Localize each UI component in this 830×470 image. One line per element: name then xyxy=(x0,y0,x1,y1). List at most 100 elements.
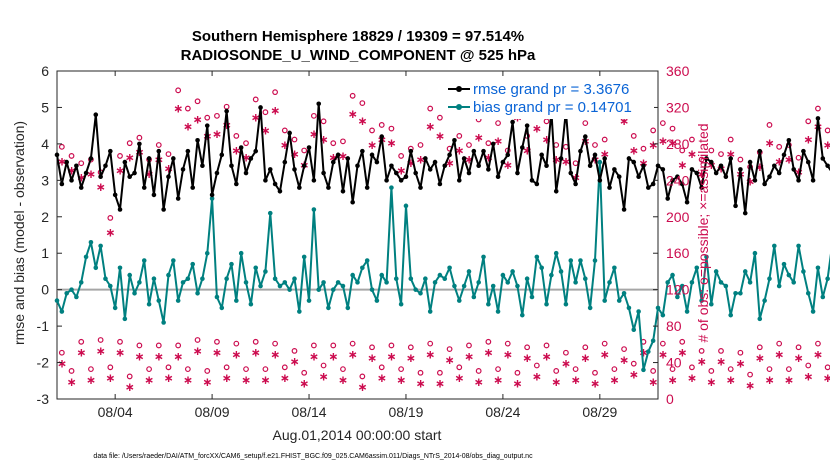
rmse-point xyxy=(704,156,709,161)
rmse-point xyxy=(694,170,700,176)
bias-point xyxy=(161,320,166,325)
obs-possible-point xyxy=(310,342,317,349)
obs-possible-point xyxy=(252,96,259,103)
rmse-point xyxy=(820,156,826,161)
rmse-point xyxy=(403,174,409,179)
rmse-point xyxy=(141,185,147,190)
rmse-point xyxy=(646,185,651,190)
bias-point xyxy=(297,309,302,314)
obs-possible-point xyxy=(146,366,152,373)
rmse-point xyxy=(510,119,515,125)
obs-assimilated-point: ∗ xyxy=(697,355,707,369)
obs-assimilated-point: ∗ xyxy=(328,151,338,165)
rmse-point xyxy=(767,174,772,179)
obs-possible-point xyxy=(214,112,220,119)
bias-point xyxy=(704,254,709,260)
obs-possible-point xyxy=(88,366,94,373)
obs-assimilated-point: ∗ xyxy=(338,373,348,387)
obs-assimilated-point: ∗ xyxy=(551,375,561,389)
rmse-point xyxy=(326,185,331,190)
bias-point xyxy=(59,309,65,314)
rmse-point xyxy=(471,148,477,154)
legend-rmse-label: rmse grand pr = 3.3676 xyxy=(473,81,629,98)
bias-point xyxy=(519,312,525,318)
rmse-point xyxy=(258,105,263,110)
obs-possible-point xyxy=(718,348,724,354)
rmse-point xyxy=(340,188,346,194)
bias-point xyxy=(456,298,462,303)
bias-point xyxy=(699,298,704,303)
bias-point xyxy=(616,298,622,303)
obs-possible-point xyxy=(485,338,492,345)
obs-assimilated-point: ∗ xyxy=(86,167,96,181)
obs-assimilated-point: ∗ xyxy=(794,351,804,365)
obs-assimilated-point: ∗ xyxy=(435,377,445,391)
x-tick-label: 08/09 xyxy=(195,404,230,420)
obs-possible-point xyxy=(436,114,443,121)
legend-rmse-marker xyxy=(456,86,462,92)
obs-assimilated-point: ∗ xyxy=(280,138,290,152)
y-tick-label: -2 xyxy=(37,355,50,371)
obs-assimilated-point: ∗ xyxy=(67,375,77,389)
rmse-point xyxy=(384,178,389,183)
bias-point xyxy=(558,269,564,274)
rmse-point xyxy=(805,159,811,165)
obs-assimilated-point: ∗ xyxy=(289,355,299,369)
rmse-point xyxy=(670,178,675,183)
obs-assimilated-point: ∗ xyxy=(445,353,455,367)
obs-assimilated-point: ∗ xyxy=(270,103,280,117)
bias-point xyxy=(510,269,515,274)
bias-point xyxy=(713,269,719,274)
obs-assimilated-point: ∗ xyxy=(251,346,261,360)
y2-axis-label: # of obs: o=possible; ×=assimilated xyxy=(695,123,711,342)
bias-point xyxy=(481,254,486,260)
bias-point xyxy=(679,283,685,289)
rmse-point xyxy=(495,174,501,179)
bias-point xyxy=(495,309,501,314)
bias-point xyxy=(631,327,637,333)
rmse-point xyxy=(699,185,704,190)
obs-possible-point xyxy=(291,136,298,143)
chart-subtitle: RADIOSONDE_U_WIND_COMPONENT @ 525 hPa xyxy=(181,47,536,64)
bias-point xyxy=(524,276,530,282)
bias-point xyxy=(694,265,700,271)
obs-possible-point xyxy=(514,369,521,376)
obs-possible-point xyxy=(243,140,249,147)
y2-tick-label: 320 xyxy=(666,99,690,115)
bias-point xyxy=(709,301,714,307)
obs-assimilated-point: ∗ xyxy=(503,347,513,361)
obs-possible-point xyxy=(68,153,75,159)
obs-possible-point xyxy=(737,349,744,356)
obs-assimilated-point: ∗ xyxy=(76,346,86,360)
bias-point xyxy=(427,309,433,314)
bias-line xyxy=(56,161,830,371)
bias-point xyxy=(776,283,782,289)
obs-assimilated-point: ∗ xyxy=(668,136,678,150)
obs-assimilated-point: ∗ xyxy=(386,349,396,363)
rmse-point xyxy=(786,137,792,143)
bias-point xyxy=(553,250,559,256)
obs-assimilated-point: ∗ xyxy=(638,346,648,360)
rmse-point xyxy=(553,188,559,194)
rmse-point xyxy=(689,167,695,172)
obs-assimilated-point: ∗ xyxy=(57,357,67,371)
bias-point xyxy=(413,287,418,292)
rmse-point xyxy=(626,156,632,161)
obs-assimilated-point: ∗ xyxy=(483,346,493,360)
rmse-point xyxy=(209,192,215,198)
rmse-point xyxy=(452,137,457,143)
obs-assimilated-point: ∗ xyxy=(648,138,658,152)
obs-assimilated-point: ∗ xyxy=(755,351,765,365)
bias-point xyxy=(442,276,448,282)
rmse-point xyxy=(582,134,588,139)
obs-possible-point xyxy=(427,340,434,347)
rmse-point xyxy=(578,148,583,154)
bias-point xyxy=(384,280,389,285)
rmse-point xyxy=(166,174,171,179)
bias-point xyxy=(98,243,103,249)
bias-point xyxy=(180,280,186,285)
y-tick-label: 2 xyxy=(41,209,49,225)
obs-assimilated-point: ∗ xyxy=(163,371,173,385)
rmse-point xyxy=(219,152,225,158)
rmse-point xyxy=(558,156,564,161)
